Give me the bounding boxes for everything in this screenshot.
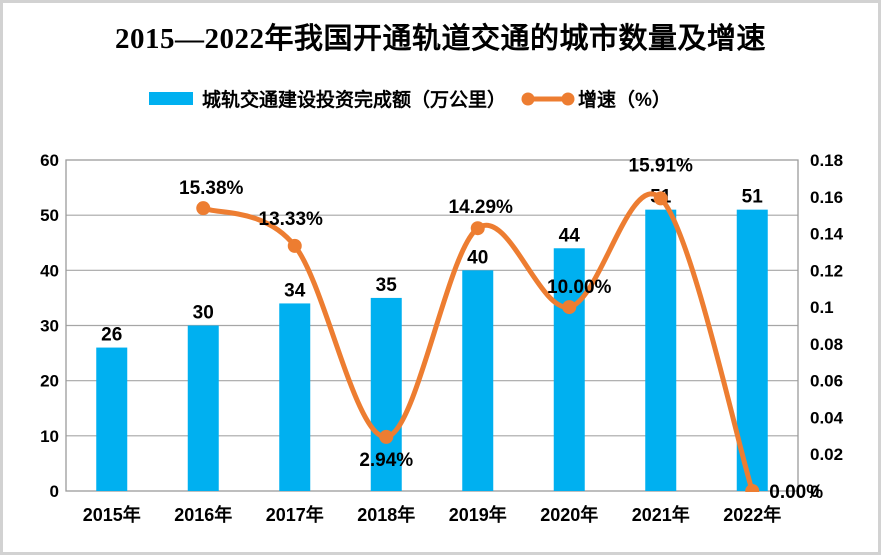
bar-2018年 [370,297,402,491]
line-value-label: 0.00% [769,482,823,503]
line-series-label: 增速（%） [578,90,671,111]
right-axis-tick-label: 0.1 [810,298,834,317]
chart-legend: 城轨交通建设投资完成额（万公里） 增速（%） [149,85,671,112]
left-axis-tick-label: 60 [40,151,59,170]
x-axis-label-2015年: 2015年 [83,504,141,525]
line-value-label: 14.29% [449,197,514,218]
bar-2020年 [553,248,585,491]
right-axis-tick-label: 0.14 [810,225,844,244]
line-point-2017年 [287,238,302,253]
right-axis-tick-label: 0.06 [810,372,843,391]
right-axis-tick-label: 0.08 [810,335,843,354]
left-axis-tick-label: 20 [40,372,59,391]
bar-2015年 [96,347,128,491]
bar-value-label: 51 [742,187,764,208]
x-axis-label-2020年: 2020年 [540,504,598,525]
growth-line-group [196,191,760,492]
bar-value-label: 26 [101,325,122,346]
bar-2016年 [187,325,219,491]
line-value-label: 2.94% [359,450,413,471]
left-axis-tick-label: 0 [50,482,59,501]
line-point-2022年 [745,484,760,492]
left-axis-tick-label: 10 [40,427,59,446]
line-point-2016年 [196,201,211,216]
combo-chart-plot: 263034354044515115.38%13.33%2.94%14.29%1… [40,151,844,525]
bar-series-swatch-icon [149,92,193,105]
left-axis-tick-label: 50 [40,206,59,225]
legend-item-line-series: 增速（%） [520,85,671,112]
x-axis-label-2022年: 2022年 [723,504,781,525]
legend-item-bar-series: 城轨交通建设投资完成额（万公里） [149,85,506,112]
line-value-label: 10.00% [547,277,612,298]
plot-border [65,159,799,492]
chart-title: 2015—2022年我国开通轨道交通的城市数量及增速 [114,23,766,55]
x-axis-label-2018年: 2018年 [357,504,415,525]
bar-2017年 [279,303,311,491]
x-axis-label-2019年: 2019年 [449,504,507,525]
bar-2019年 [462,270,494,491]
line-point-2021年 [653,191,668,206]
line-value-label: 13.33% [259,209,324,230]
right-axis-tick-label: 0 [810,482,819,501]
line-value-label: 15.38% [179,178,244,199]
line-point-2019年 [470,221,485,236]
bar-value-label: 30 [193,303,214,324]
right-axis-tick-label: 0.16 [810,188,843,207]
right-axis-tick-label: 0.04 [810,408,844,427]
left-axis-tick-label: 30 [40,317,59,336]
bar-series-label: 城轨交通建设投资完成额（万公里） [202,90,507,111]
bar-2021年 [645,209,677,491]
x-axis-label-2021年: 2021年 [632,504,690,525]
left-axis-tick-label: 40 [40,261,59,280]
bar-value-label: 34 [284,280,306,301]
right-axis-tick-label: 0.18 [810,151,843,170]
line-point-2020年 [562,300,577,315]
right-axis-tick-label: 0.12 [810,261,843,280]
growth-line [200,191,755,492]
line-point-2018年 [379,429,394,444]
x-axis-label-2017年: 2017年 [266,504,324,525]
bar-value-label: 44 [559,225,581,246]
line-series-marker-icon [521,92,575,105]
right-axis-tick-label: 0.02 [810,445,843,464]
bar-value-label: 40 [467,247,488,268]
x-axis-label-2016年: 2016年 [174,504,232,525]
line-value-label: 15.91% [629,155,694,176]
bar-value-label: 35 [376,275,398,296]
